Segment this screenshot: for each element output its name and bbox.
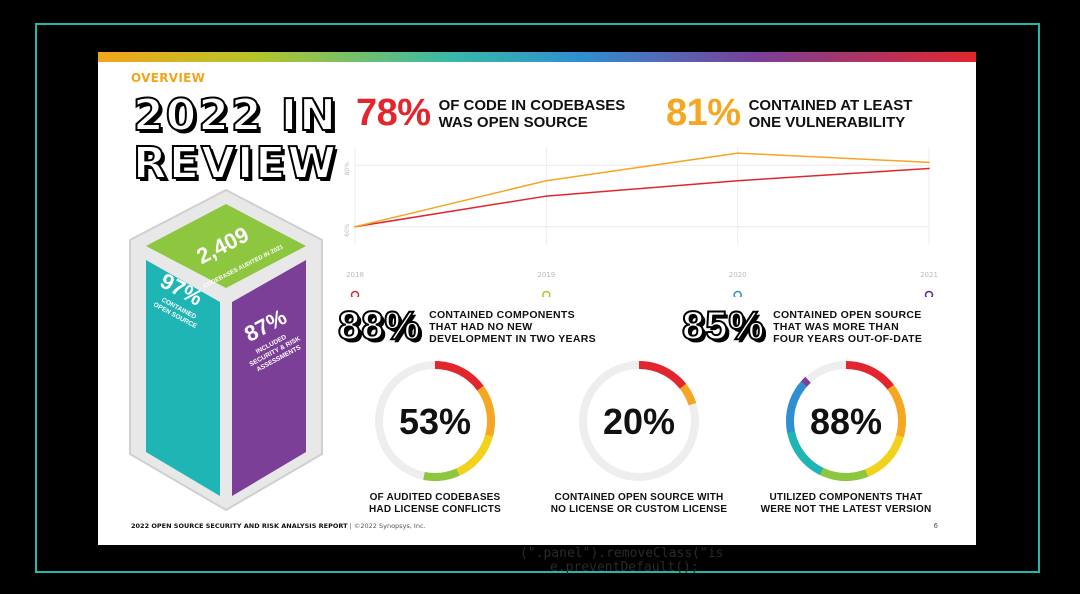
donut-caption: OF AUDITED CODEBASES HAD LICENSE CONFLICT… — [369, 492, 501, 515]
donut-arc-segment — [873, 369, 883, 380]
donut-arc-segment — [877, 459, 887, 470]
donut-arc-segment — [877, 373, 887, 383]
donut-arc-segment — [864, 467, 874, 478]
page-title: 2022 IN REVIEW — [132, 90, 338, 189]
donut-arc-segment — [864, 365, 874, 375]
donut-arc-segment — [791, 389, 802, 399]
donut-arc-segment — [801, 376, 811, 387]
x-tick-label: 2019 — [537, 271, 555, 279]
data-point — [928, 161, 930, 164]
donut-arc-segment — [884, 452, 895, 462]
donut-arc-segment — [794, 385, 805, 395]
section-label: OVERVIEW — [131, 71, 206, 85]
donut-arc-segment — [797, 380, 808, 391]
footer: 2022 OPEN SOURCE SECURITY AND RISK ANALY… — [131, 522, 426, 530]
donut-caption: UTILIZED COMPONENTS THAT WERE NOT THE LAT… — [760, 492, 932, 515]
donut-arc-segment — [855, 470, 863, 481]
donut-arc-segment — [688, 401, 697, 406]
donut-arc-segment — [860, 363, 869, 373]
donut-no-license — [579, 361, 699, 481]
donut-arc-segment — [890, 443, 900, 453]
stat-no-new-development: 88% CONTAINED COMPONENTS THAT HAD NO NEW D… — [337, 303, 596, 349]
donut-arc-segment — [880, 376, 891, 387]
footer-report: 2022 OPEN SOURCE SECURITY AND RISK ANALY… — [131, 522, 348, 530]
stat-pct: 81% — [666, 92, 741, 134]
donut-arc-segment — [873, 462, 883, 473]
page-number: 6 — [933, 522, 938, 530]
donut-arc-segment — [850, 472, 858, 481]
donut-arc-segment — [805, 459, 816, 470]
donut-caption: CONTAINED OPEN SOURCE WITH NO LICENSE OR … — [550, 492, 728, 515]
donut-value: 20% — [602, 401, 676, 442]
donut-arc-segment — [809, 462, 820, 473]
cube-top-face — [146, 204, 306, 288]
title-line-2: REVIEW — [132, 138, 338, 189]
donut-arc-segment — [880, 455, 891, 466]
donut-arc-segment — [798, 452, 808, 462]
video-frame-border — [35, 23, 1040, 573]
stat-out-of-date: 85% CONTAINED OPEN SOURCE THAT WAS MORE T… — [681, 303, 923, 349]
data-point — [354, 225, 356, 228]
donut-arc-segment — [829, 470, 837, 481]
timeline-marker — [542, 290, 551, 297]
rainbow-bar — [98, 52, 976, 62]
stat-text: OF CODE IN CODEBASES WAS OPEN SOURCE — [438, 96, 626, 131]
background-code: (".panel").removeClass("is e.preventDefa… — [520, 547, 724, 575]
donut-arc-segment — [792, 444, 803, 454]
stat-text: CONTAINED AT LEAST ONE VULNERABILITY — [748, 96, 913, 131]
donut-arc-segment — [887, 384, 898, 394]
data-point — [545, 179, 548, 182]
code-line: (".panel").removeClass("is — [520, 546, 724, 561]
donut-arc-segment — [887, 448, 898, 458]
timeline-marker — [733, 290, 742, 297]
data-point — [736, 152, 739, 154]
cube-graphic: 2,409 CODEBASES AUDITED IN 2021 97% CONT… — [129, 188, 323, 512]
donut-arc-segment — [890, 389, 900, 399]
donut-arc-segment — [801, 456, 812, 466]
donut-value: 53% — [398, 401, 472, 442]
report-slide: OVERVIEW 2022 IN REVIEW 2,409 CODEBASES … — [98, 52, 976, 545]
donut-arc-segment — [824, 469, 833, 479]
x-tick-label: 2021 — [920, 271, 938, 279]
line-chart: 80% 60% 2018 2019 2020 2021 — [344, 147, 938, 297]
donut-arc-segment — [819, 467, 828, 478]
title-line-1: 2022 IN — [132, 90, 338, 141]
donut-license-conflicts — [375, 361, 495, 481]
donut-arc-segment — [884, 380, 895, 391]
timeline-marker — [924, 290, 934, 297]
data-point — [928, 167, 930, 170]
x-tick-label: 2018 — [346, 271, 364, 279]
stat-pct: 85% — [681, 303, 766, 349]
series-line — [354, 167, 930, 228]
x-tick-label: 2020 — [729, 271, 747, 279]
donut-value: 88% — [809, 401, 883, 442]
timeline-marker — [350, 290, 360, 297]
y-tick-label: 80% — [344, 162, 351, 176]
series-line — [354, 152, 930, 228]
stat-vulnerability: 81% CONTAINED AT LEAST ONE VULNERABILITY — [666, 92, 912, 135]
footer-copyright: | ©2022 Synopsys, Inc. — [349, 522, 426, 530]
donut-arc-segment — [869, 367, 879, 378]
donut-not-latest — [786, 361, 906, 482]
donut-arc-segment — [855, 362, 863, 372]
data-point — [545, 195, 548, 197]
donut-arc-segment — [850, 361, 858, 370]
stat-text: CONTAINED OPEN SOURCE THAT WAS MORE THAN F… — [773, 308, 923, 345]
donut-arc-segment — [869, 464, 878, 475]
data-point — [736, 179, 739, 182]
stat-pct: 88% — [337, 303, 422, 349]
stat-pct: 78% — [356, 92, 431, 134]
donut-arc-segment — [795, 448, 805, 458]
stat-text: CONTAINED COMPONENTS THAT HAD NO NEW DEVEL… — [429, 308, 596, 345]
cube-left-face — [146, 260, 220, 496]
y-tick-label: 60% — [344, 223, 351, 237]
donut-arc-segment — [423, 471, 429, 481]
stat-code-open-source: 78% OF CODE IN CODEBASES WAS OPEN SOURCE — [356, 92, 625, 135]
donut-arc-segment — [814, 465, 824, 475]
code-line: e.preventDefault(); — [550, 560, 699, 575]
donut-arc-segment — [860, 469, 869, 479]
cube-right-face — [232, 260, 306, 496]
donut-arc-segment — [834, 472, 842, 481]
